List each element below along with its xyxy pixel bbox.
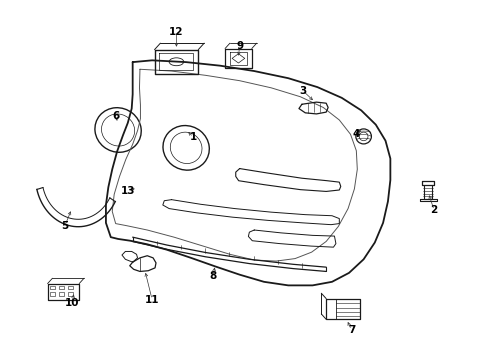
Text: 10: 10 [64,298,79,308]
Text: 3: 3 [299,86,306,96]
Bar [68,292,73,296]
Text: 6: 6 [112,111,119,121]
Bar [59,292,64,296]
Bar [50,286,55,289]
Text: 13: 13 [121,186,135,196]
Text: 11: 11 [144,295,159,305]
Bar [50,292,55,296]
Bar [59,286,64,289]
Text: 2: 2 [429,205,437,215]
Text: 12: 12 [169,27,183,37]
Text: 5: 5 [61,221,68,231]
Text: 4: 4 [352,129,359,139]
Text: 7: 7 [347,325,354,335]
Text: 9: 9 [236,41,243,51]
Bar [68,286,73,289]
Text: 8: 8 [209,271,216,282]
Text: 1: 1 [189,132,197,142]
